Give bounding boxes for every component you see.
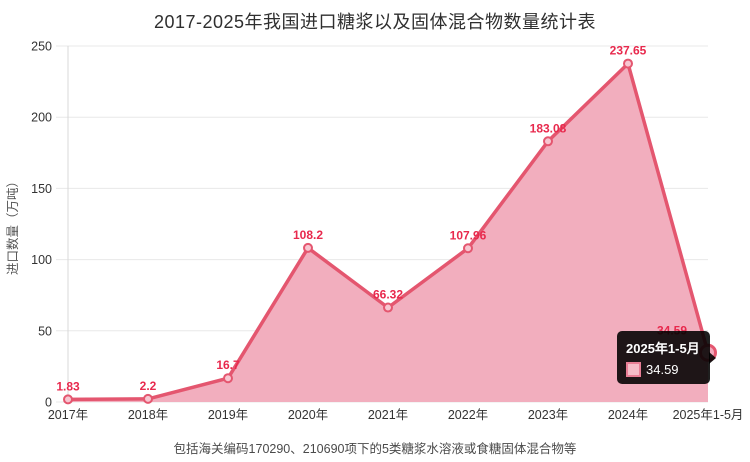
value-label: 183.08	[530, 121, 567, 135]
x-tick-label: 2018年	[128, 408, 168, 422]
y-tick-label: 0	[45, 396, 52, 410]
x-tick-label: 2024年	[608, 408, 648, 422]
x-tick-label: 2022年	[448, 408, 488, 422]
value-label: 1.83	[56, 379, 80, 393]
data-point-marker[interactable]	[143, 393, 153, 404]
data-point-marker[interactable]	[623, 58, 633, 69]
y-tick-label: 50	[38, 324, 52, 338]
y-tick-label: 150	[31, 182, 52, 196]
x-tick-label: 2017年	[48, 408, 88, 422]
value-label: 16.7	[216, 358, 240, 372]
x-tick-label: 2019年	[208, 408, 248, 422]
x-tick-label: 2023年	[528, 408, 568, 422]
data-point-marker[interactable]	[223, 373, 233, 384]
tooltip-row: 34.59	[626, 362, 700, 377]
chart-footnote: 包括海关编码170290、210690项下的5类糖浆水溶液或食糖固体混合物等	[173, 442, 577, 456]
value-label: 66.32	[373, 288, 403, 302]
chart-title: 2017-2025年我国进口糖浆以及固体混合物数量统计表	[153, 12, 597, 32]
y-tick-label: 100	[31, 253, 52, 267]
value-label: 237.65	[610, 44, 647, 58]
y-tick-label: 200	[31, 111, 52, 125]
area-fill	[68, 63, 708, 402]
value-label: 2.2	[140, 379, 157, 393]
value-label: 108.2	[293, 228, 323, 242]
data-point-marker[interactable]	[63, 394, 73, 405]
series-swatch-icon	[626, 362, 641, 377]
x-tick-label: 2025年1-5月	[673, 408, 744, 422]
x-tick-label: 2021年	[368, 408, 408, 422]
data-point-marker[interactable]	[303, 242, 313, 253]
value-label: 107.96	[450, 228, 487, 242]
x-tick-label: 2020年	[288, 408, 328, 422]
tooltip: 2025年1-5月 34.59	[617, 331, 716, 384]
tooltip-title: 2025年1-5月	[626, 341, 700, 356]
y-tick-label: 250	[31, 40, 52, 54]
data-point-marker[interactable]	[463, 243, 473, 254]
data-point-marker[interactable]	[543, 136, 553, 147]
data-point-marker[interactable]	[383, 302, 393, 313]
tooltip-value: 34.59	[646, 362, 679, 377]
